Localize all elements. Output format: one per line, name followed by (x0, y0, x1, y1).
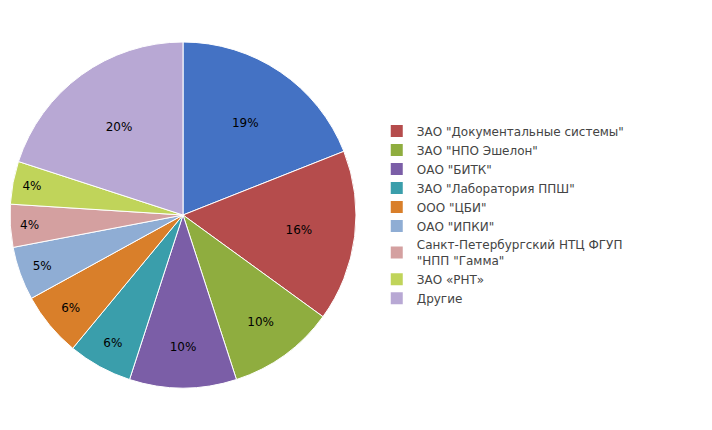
svg-text:Другие: Другие (417, 292, 463, 306)
svg-text:4%: 4% (20, 218, 39, 232)
svg-text:ООО "ЦБИ": ООО "ЦБИ" (417, 201, 487, 215)
svg-text:4%: 4% (22, 179, 41, 193)
svg-text:ЗАО "Лаборатория ППШ": ЗАО "Лаборатория ППШ" (417, 182, 575, 196)
svg-text:20%: 20% (106, 120, 133, 134)
svg-text:6%: 6% (61, 301, 80, 315)
svg-text:ЗАО «РНТ»: ЗАО «РНТ» (417, 273, 484, 287)
svg-text:10%: 10% (247, 315, 274, 329)
svg-text:19%: 19% (232, 116, 259, 130)
svg-text:5%: 5% (33, 259, 52, 273)
svg-text:ЗАО "НПО Эшелон": ЗАО "НПО Эшелон" (417, 144, 538, 158)
svg-text:ОАО "БИТК": ОАО "БИТК" (417, 163, 492, 177)
svg-text:ЗАО "Документальные системы": ЗАО "Документальные системы" (417, 125, 624, 139)
svg-text:10%: 10% (170, 340, 197, 354)
svg-text:16%: 16% (285, 223, 312, 237)
svg-text:6%: 6% (103, 336, 122, 350)
svg-text:ОАО "ИПКИ": ОАО "ИПКИ" (417, 220, 494, 234)
svg-text:Санкт-Петербургский НТЦ ФГУП"Н: Санкт-Петербургский НТЦ ФГУП"НПП "Гамма" (417, 238, 623, 268)
